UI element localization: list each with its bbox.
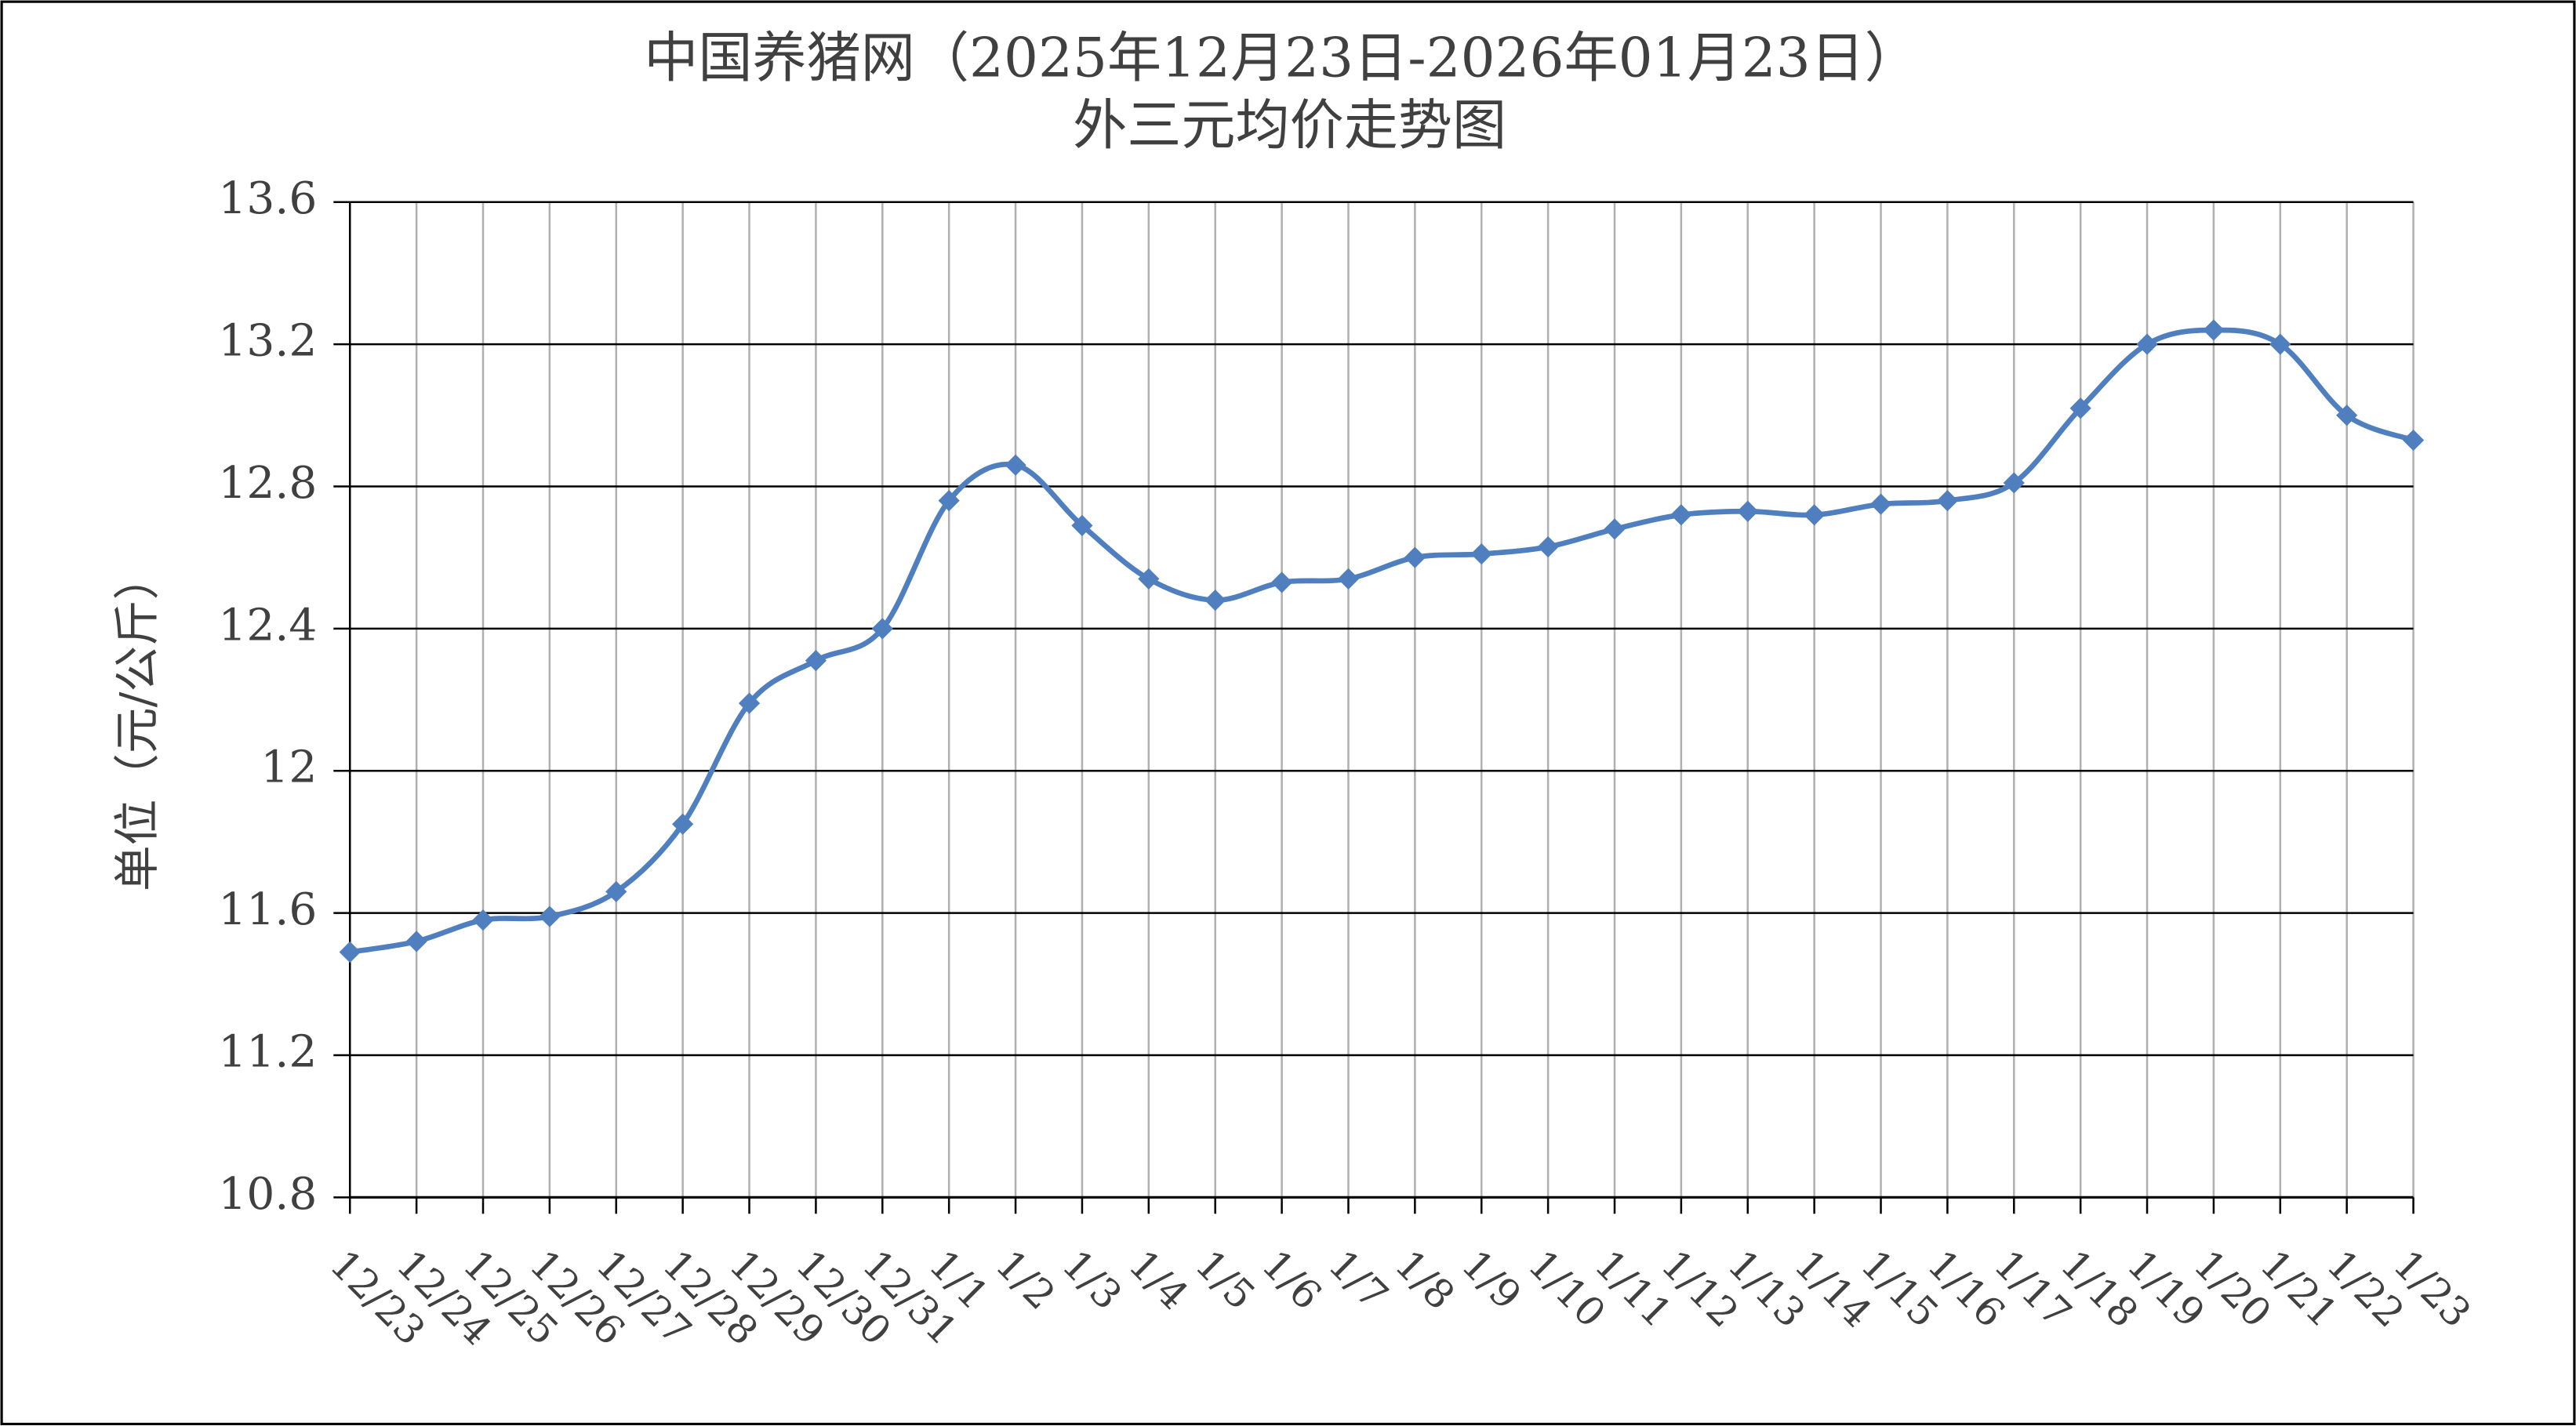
data-point (1204, 589, 1226, 611)
chart-subtitle: 外三元均价走势图 (1073, 95, 1506, 158)
data-point (672, 813, 694, 835)
data-point (1270, 571, 1293, 593)
data-point (2336, 405, 2358, 426)
data-point (1337, 568, 1360, 590)
y-tick-label: 13.2 (218, 315, 317, 367)
data-point (1604, 518, 1626, 540)
data-point (1936, 489, 1959, 512)
data-point (2402, 429, 2425, 452)
y-tick-label: 11.6 (218, 884, 317, 935)
data-point (539, 905, 561, 927)
data-point (1138, 568, 1160, 590)
data-point (871, 618, 893, 640)
y-tick-label: 13.6 (218, 172, 317, 224)
data-point (2269, 333, 2291, 355)
y-tick-label: 10.8 (218, 1168, 317, 1220)
data-point (2003, 472, 2025, 494)
y-axis-label: 单位（元/公斤） (111, 554, 164, 891)
data-point (2136, 333, 2158, 355)
y-tick-label: 12 (260, 742, 317, 793)
data-point (1670, 504, 1692, 526)
data-point (1537, 535, 1559, 558)
chart-title: 中国养猪网（2025年12月23日-2026年01月23日） (644, 27, 1919, 90)
data-point (1869, 493, 1892, 515)
data-point (1071, 514, 1093, 536)
data-point (938, 489, 960, 512)
data-point (738, 692, 761, 714)
data-point (472, 909, 494, 931)
y-tick-label: 12.8 (218, 457, 317, 509)
y-tick-label: 11.2 (218, 1025, 317, 1077)
y-tick-label: 12.4 (218, 599, 317, 651)
data-point (1404, 546, 1426, 568)
data-point (805, 650, 827, 672)
data-point (605, 880, 627, 902)
data-point (1470, 543, 1492, 565)
data-point (1737, 500, 1759, 522)
data-point (1005, 454, 1026, 476)
data-point (339, 941, 361, 963)
data-point (2203, 319, 2225, 341)
data-point (1804, 504, 1826, 526)
